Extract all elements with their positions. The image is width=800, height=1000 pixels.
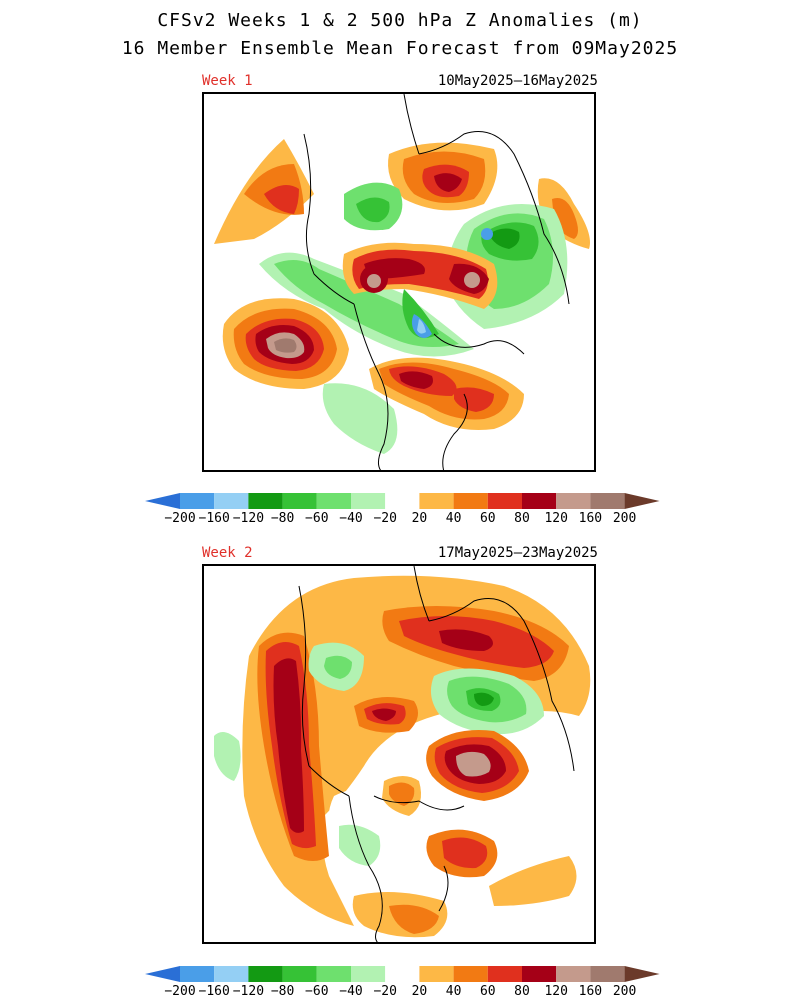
week2-anomaly-map (214, 566, 591, 942)
colorbar-tick-label: 60 (479, 511, 496, 526)
colorbar-segment (180, 493, 215, 509)
colorbar-tick-label: −160 (198, 511, 230, 526)
week1-colorbar (145, 493, 660, 509)
colorbar-tick-label: 200 (612, 511, 637, 526)
colorbar-segment (385, 966, 420, 982)
colorbar-tick-label: −20 (373, 984, 397, 999)
colorbar-segment (522, 493, 557, 509)
colorbar-segment (180, 966, 215, 982)
colorbar-tick-label: 80 (514, 984, 530, 999)
colorbar-tick-label: −200 (164, 984, 196, 999)
colorbar-tick-label: −160 (198, 984, 230, 999)
colorbar-segment (453, 966, 488, 982)
colorbar-tick-label: 200 (612, 984, 637, 999)
colorbar-segment (145, 966, 180, 982)
colorbar-segment (487, 493, 522, 509)
colorbar-tick-label: −80 (270, 984, 295, 999)
colorbar-segment (214, 966, 249, 982)
colorbar-segment (556, 966, 591, 982)
week2-colorbar (145, 966, 660, 982)
colorbar-tick-label: 40 (445, 511, 462, 526)
week2-map (202, 564, 596, 944)
colorbar-segment (351, 493, 386, 509)
colorbar-tick-label: −20 (373, 511, 397, 526)
colorbar-tick-label: 160 (578, 984, 603, 999)
colorbar-tick-label: 160 (578, 511, 603, 526)
week1-label: Week 1 (202, 73, 253, 89)
week1-date-range: 10May2025–16May2025 (437, 73, 598, 89)
colorbar-segment (590, 966, 625, 982)
title-line-1: CFSv2 Weeks 1 & 2 500 hPa Z Anomalies (m… (157, 10, 643, 31)
colorbar-tick-label: −120 (232, 984, 265, 999)
colorbar-tick-label: −40 (339, 511, 363, 526)
colorbar-tick-label: −80 (270, 511, 295, 526)
colorbar-segment (248, 966, 283, 982)
colorbar-segment (385, 493, 420, 509)
colorbar-segment (419, 966, 454, 982)
colorbar-segment (248, 493, 283, 509)
week2-label: Week 2 (202, 545, 253, 561)
colorbar-tick-label: −60 (305, 984, 329, 999)
week2-colorbar-ticks: −200 −160 −120 −80 −60 −40 −20 20 40 60 80 120 160 20… (0, 984, 800, 1000)
week2-date-range: 17May2025–23May2025 (437, 545, 598, 561)
colorbar-segment (522, 966, 557, 982)
title-line-2: 16 Member Ensemble Mean Forecast from 09… (121, 38, 679, 59)
colorbar-tick-label: 20 (411, 984, 428, 999)
week1-anomaly-map (214, 94, 590, 470)
colorbar-tick-label: −40 (339, 984, 363, 999)
week1-colorbar-ticks: −200 −160 −120 −80 −60 −40 −20 20 40 60 80 120 160 20… (0, 511, 800, 529)
colorbar-tick-label: −200 (164, 511, 196, 526)
colorbar-tick-label: 20 (411, 511, 428, 526)
colorbar-segment (214, 493, 249, 509)
colorbar-tick-label: −120 (232, 511, 265, 526)
colorbar-segment (282, 966, 317, 982)
colorbar-tick-label: 80 (514, 511, 530, 526)
colorbar-segment (624, 966, 660, 982)
colorbar-segment (316, 966, 351, 982)
colorbar-segment (624, 493, 660, 509)
colorbar-segment (351, 966, 386, 982)
colorbar-segment (556, 493, 591, 509)
week1-map (202, 92, 596, 472)
colorbar-segment (419, 493, 454, 509)
colorbar-segment (590, 493, 625, 509)
colorbar-segment (453, 493, 488, 509)
colorbar-segment (282, 493, 317, 509)
colorbar-segment (487, 966, 522, 982)
colorbar-tick-label: 60 (479, 984, 496, 999)
colorbar-tick-label: −60 (305, 511, 329, 526)
colorbar-tick-label: 120 (544, 511, 568, 526)
colorbar-tick-label: 40 (445, 984, 462, 999)
colorbar-segment (316, 493, 351, 509)
colorbar-tick-label: 120 (544, 984, 568, 999)
colorbar-segment (145, 493, 180, 509)
